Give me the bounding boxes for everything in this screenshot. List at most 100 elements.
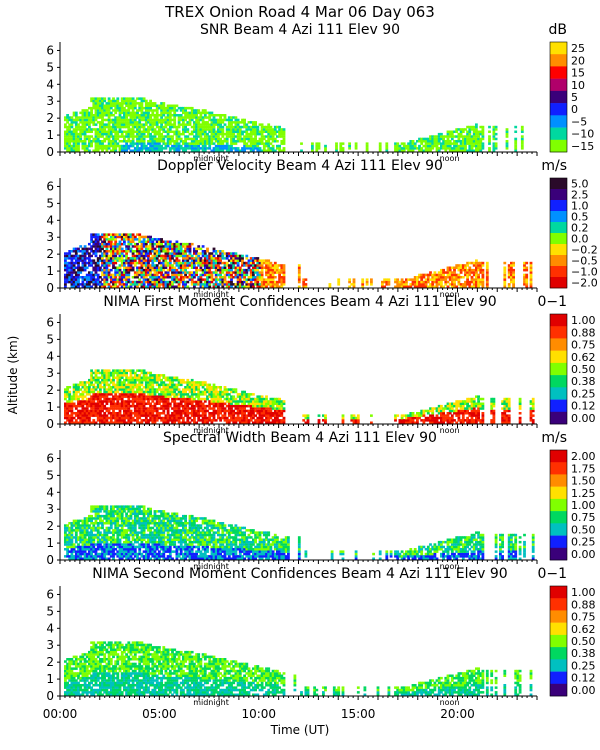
data-cell xyxy=(114,140,117,143)
data-cell xyxy=(103,412,106,415)
data-cell xyxy=(167,271,170,274)
data-cell xyxy=(151,384,154,387)
data-cell xyxy=(191,133,194,136)
data-cell xyxy=(243,276,246,279)
data-cell xyxy=(208,147,211,150)
data-cell xyxy=(156,112,159,115)
data-cell xyxy=(482,145,485,148)
data-cell xyxy=(525,281,528,284)
data-cell xyxy=(165,126,168,129)
data-cell xyxy=(267,145,270,148)
data-cell xyxy=(283,140,286,143)
data-cell xyxy=(239,278,242,281)
data-cell xyxy=(167,274,170,277)
data-cell xyxy=(361,283,364,286)
data-cell xyxy=(99,281,102,284)
data-cell xyxy=(114,393,117,396)
data-cell xyxy=(106,381,109,384)
data-cell xyxy=(145,243,148,246)
data-cell xyxy=(213,255,216,258)
data-cell xyxy=(453,281,456,284)
data-cell xyxy=(189,245,192,248)
data-cell xyxy=(165,147,168,150)
data-cell xyxy=(482,274,485,277)
data-cell xyxy=(342,147,345,150)
data-cell xyxy=(84,140,87,143)
data-cell xyxy=(455,131,458,134)
scale-swatch xyxy=(550,200,567,211)
data-cell xyxy=(116,138,119,141)
data-cell xyxy=(182,278,185,281)
data-cell xyxy=(110,112,113,115)
data-cell xyxy=(521,135,524,138)
data-cell xyxy=(305,283,308,286)
data-cell xyxy=(388,281,391,284)
data-cell xyxy=(68,252,71,255)
data-cell xyxy=(97,264,100,267)
data-cell xyxy=(436,145,439,148)
data-cell xyxy=(503,267,506,270)
data-cell xyxy=(486,274,489,277)
data-cell xyxy=(156,123,159,126)
data-cell xyxy=(503,276,506,279)
data-cell xyxy=(90,131,93,134)
data-cell xyxy=(488,138,491,141)
data-cell xyxy=(160,379,163,382)
data-cell xyxy=(298,276,301,279)
data-cell xyxy=(138,386,141,389)
data-cell xyxy=(193,264,196,267)
data-cell xyxy=(92,391,95,394)
data-cell xyxy=(274,262,277,265)
data-cell xyxy=(169,262,172,265)
data-cell xyxy=(361,278,364,281)
scale-swatch xyxy=(550,222,567,233)
data-cell xyxy=(182,395,185,398)
data-cell xyxy=(143,238,146,241)
data-cell xyxy=(88,123,91,126)
data-cell xyxy=(167,133,170,136)
data-cell xyxy=(160,145,163,148)
data-cell xyxy=(324,145,327,148)
data-cell xyxy=(127,276,130,279)
data-cell xyxy=(506,142,509,145)
data-cell xyxy=(261,274,264,277)
data-cell xyxy=(158,142,161,145)
data-cell xyxy=(486,264,489,267)
data-cell xyxy=(420,142,423,145)
data-cell xyxy=(86,147,89,150)
data-cell xyxy=(451,138,454,141)
data-cell xyxy=(66,121,69,124)
data-cell xyxy=(77,248,80,251)
data-cell xyxy=(138,238,141,241)
data-cell xyxy=(130,243,133,246)
data-cell xyxy=(173,267,176,270)
data-cell xyxy=(261,140,264,143)
data-cell xyxy=(276,267,279,270)
data-cell xyxy=(230,269,233,272)
data-cell xyxy=(180,274,183,277)
data-cell xyxy=(134,381,137,384)
data-cell xyxy=(165,259,168,262)
data-cell xyxy=(101,257,104,260)
data-cell xyxy=(92,259,95,262)
data-cell xyxy=(379,147,382,150)
data-cell xyxy=(427,276,430,279)
y-tick-label: 4 xyxy=(46,77,54,91)
data-cell xyxy=(252,274,255,277)
data-cell xyxy=(283,128,286,131)
data-cell xyxy=(366,278,369,281)
data-cell xyxy=(90,135,93,138)
data-cell xyxy=(82,405,85,408)
data-cell xyxy=(145,145,148,148)
data-cell xyxy=(90,255,93,258)
data-cell xyxy=(169,405,172,408)
data-cell xyxy=(211,140,214,143)
data-cell xyxy=(169,241,172,244)
y-tick-label: 5 xyxy=(46,60,54,74)
data-cell xyxy=(125,116,128,119)
data-cell xyxy=(112,381,115,384)
data-cell xyxy=(442,138,445,141)
data-cell xyxy=(298,267,301,270)
data-cell xyxy=(506,128,509,131)
data-cell xyxy=(151,386,154,389)
